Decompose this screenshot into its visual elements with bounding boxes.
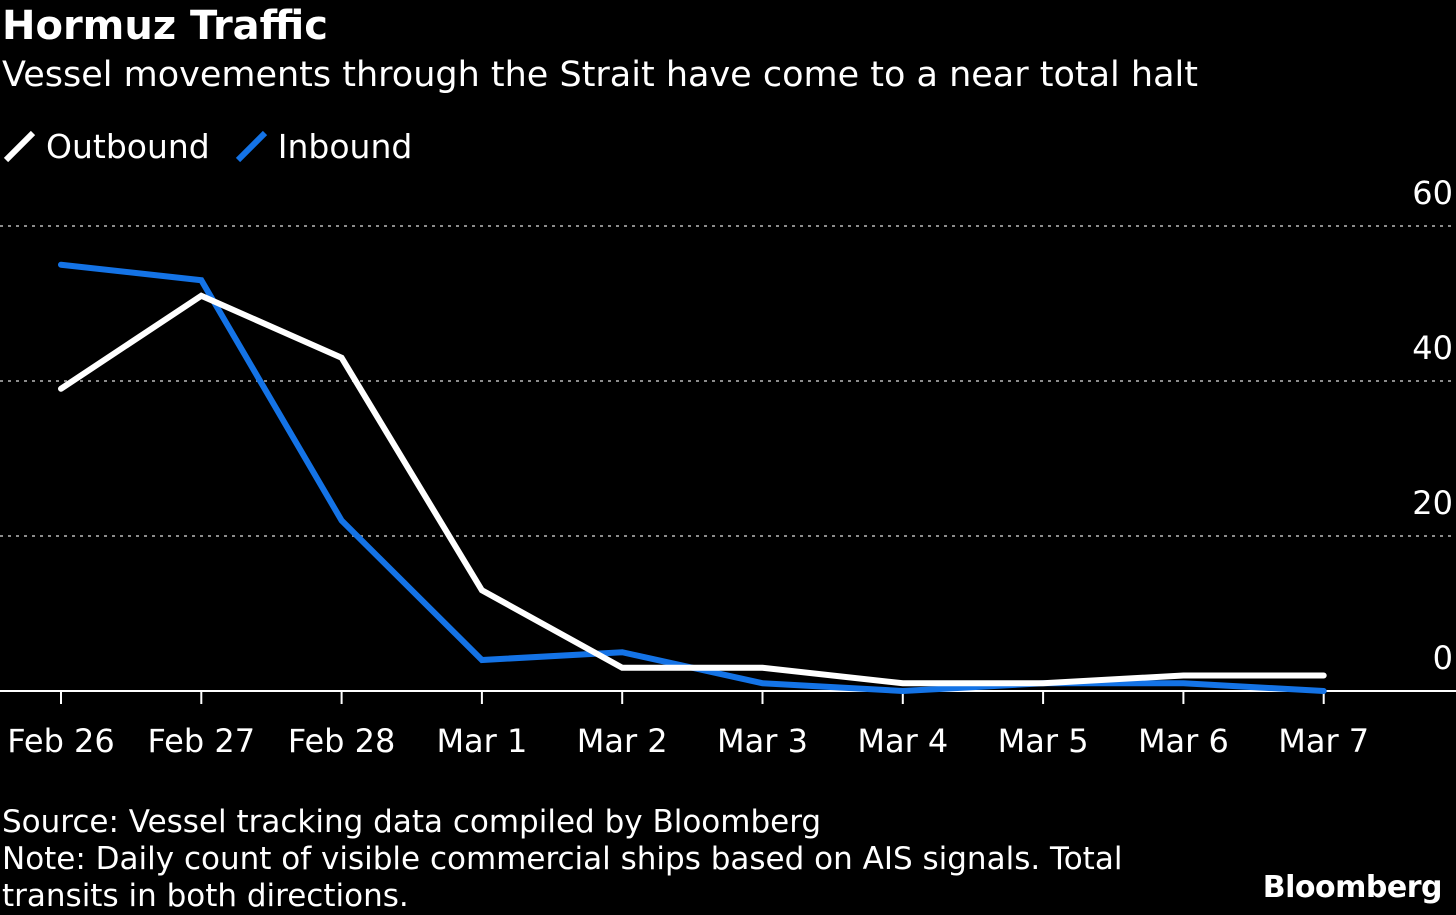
grid-lines	[0, 225, 1456, 537]
outbound-swatch-icon	[3, 130, 36, 163]
chart-footer: Source: Vessel tracking data compiled by…	[2, 804, 1222, 915]
y-tick-label: 20	[1412, 484, 1453, 522]
legend-item-inbound: Inbound	[234, 126, 413, 166]
y-tick-label: 40	[1412, 329, 1453, 367]
x-tick-label: Mar 7	[1278, 722, 1369, 760]
methodology-note: Note: Daily count of visible commercial …	[2, 841, 1123, 914]
x-tick-label: Mar 2	[577, 722, 668, 760]
x-tick-label: Mar 5	[998, 722, 1089, 760]
y-tick-label: 0	[1433, 639, 1453, 677]
x-tick-label: Mar 1	[436, 722, 527, 760]
chart-title: Hormuz Traffic	[2, 3, 328, 49]
x-tick-label: Mar 6	[1138, 722, 1229, 760]
legend: Outbound Inbound	[2, 124, 436, 168]
x-tick-label: Feb 27	[148, 722, 256, 760]
series-line-outbound	[58, 292, 1327, 687]
x-axis: Feb 26 Feb 27 Feb 28 Mar 1 Mar 2 Mar 3 Mar 4 Ma…	[7, 691, 1369, 760]
source-note: Source: Vessel tracking data compiled by…	[2, 804, 822, 840]
series-line-inbound	[58, 261, 1327, 695]
legend-label-outbound: Outbound	[46, 126, 210, 166]
y-axis-tick-labels: 0 20 40 60	[1412, 174, 1453, 677]
series-lines	[58, 261, 1327, 695]
inbound-swatch-icon	[235, 130, 267, 163]
x-tick-label: Mar 3	[717, 722, 808, 760]
chart-subtitle: Vessel movements through the Strait have…	[2, 55, 1198, 95]
legend-item-outbound: Outbound	[2, 126, 210, 166]
y-tick-label: 60	[1412, 174, 1453, 212]
brand-logo: Bloomberg	[1262, 870, 1443, 905]
legend-label-inbound: Inbound	[277, 126, 413, 166]
x-tick-label: Feb 26	[7, 722, 115, 760]
x-tick-label: Feb 28	[288, 722, 396, 760]
x-tick-label: Mar 4	[857, 722, 948, 760]
